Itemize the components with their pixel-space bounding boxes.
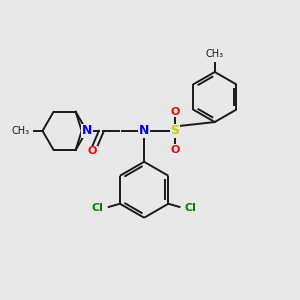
Text: N: N: [82, 124, 92, 137]
Text: Cl: Cl: [184, 203, 196, 213]
Text: O: O: [88, 146, 97, 157]
Text: Cl: Cl: [92, 203, 104, 213]
Text: CH₃: CH₃: [12, 126, 30, 136]
Text: N: N: [139, 124, 149, 137]
Text: O: O: [170, 107, 180, 117]
Text: CH₃: CH₃: [206, 49, 224, 59]
Text: O: O: [170, 145, 180, 155]
Text: S: S: [170, 124, 179, 137]
